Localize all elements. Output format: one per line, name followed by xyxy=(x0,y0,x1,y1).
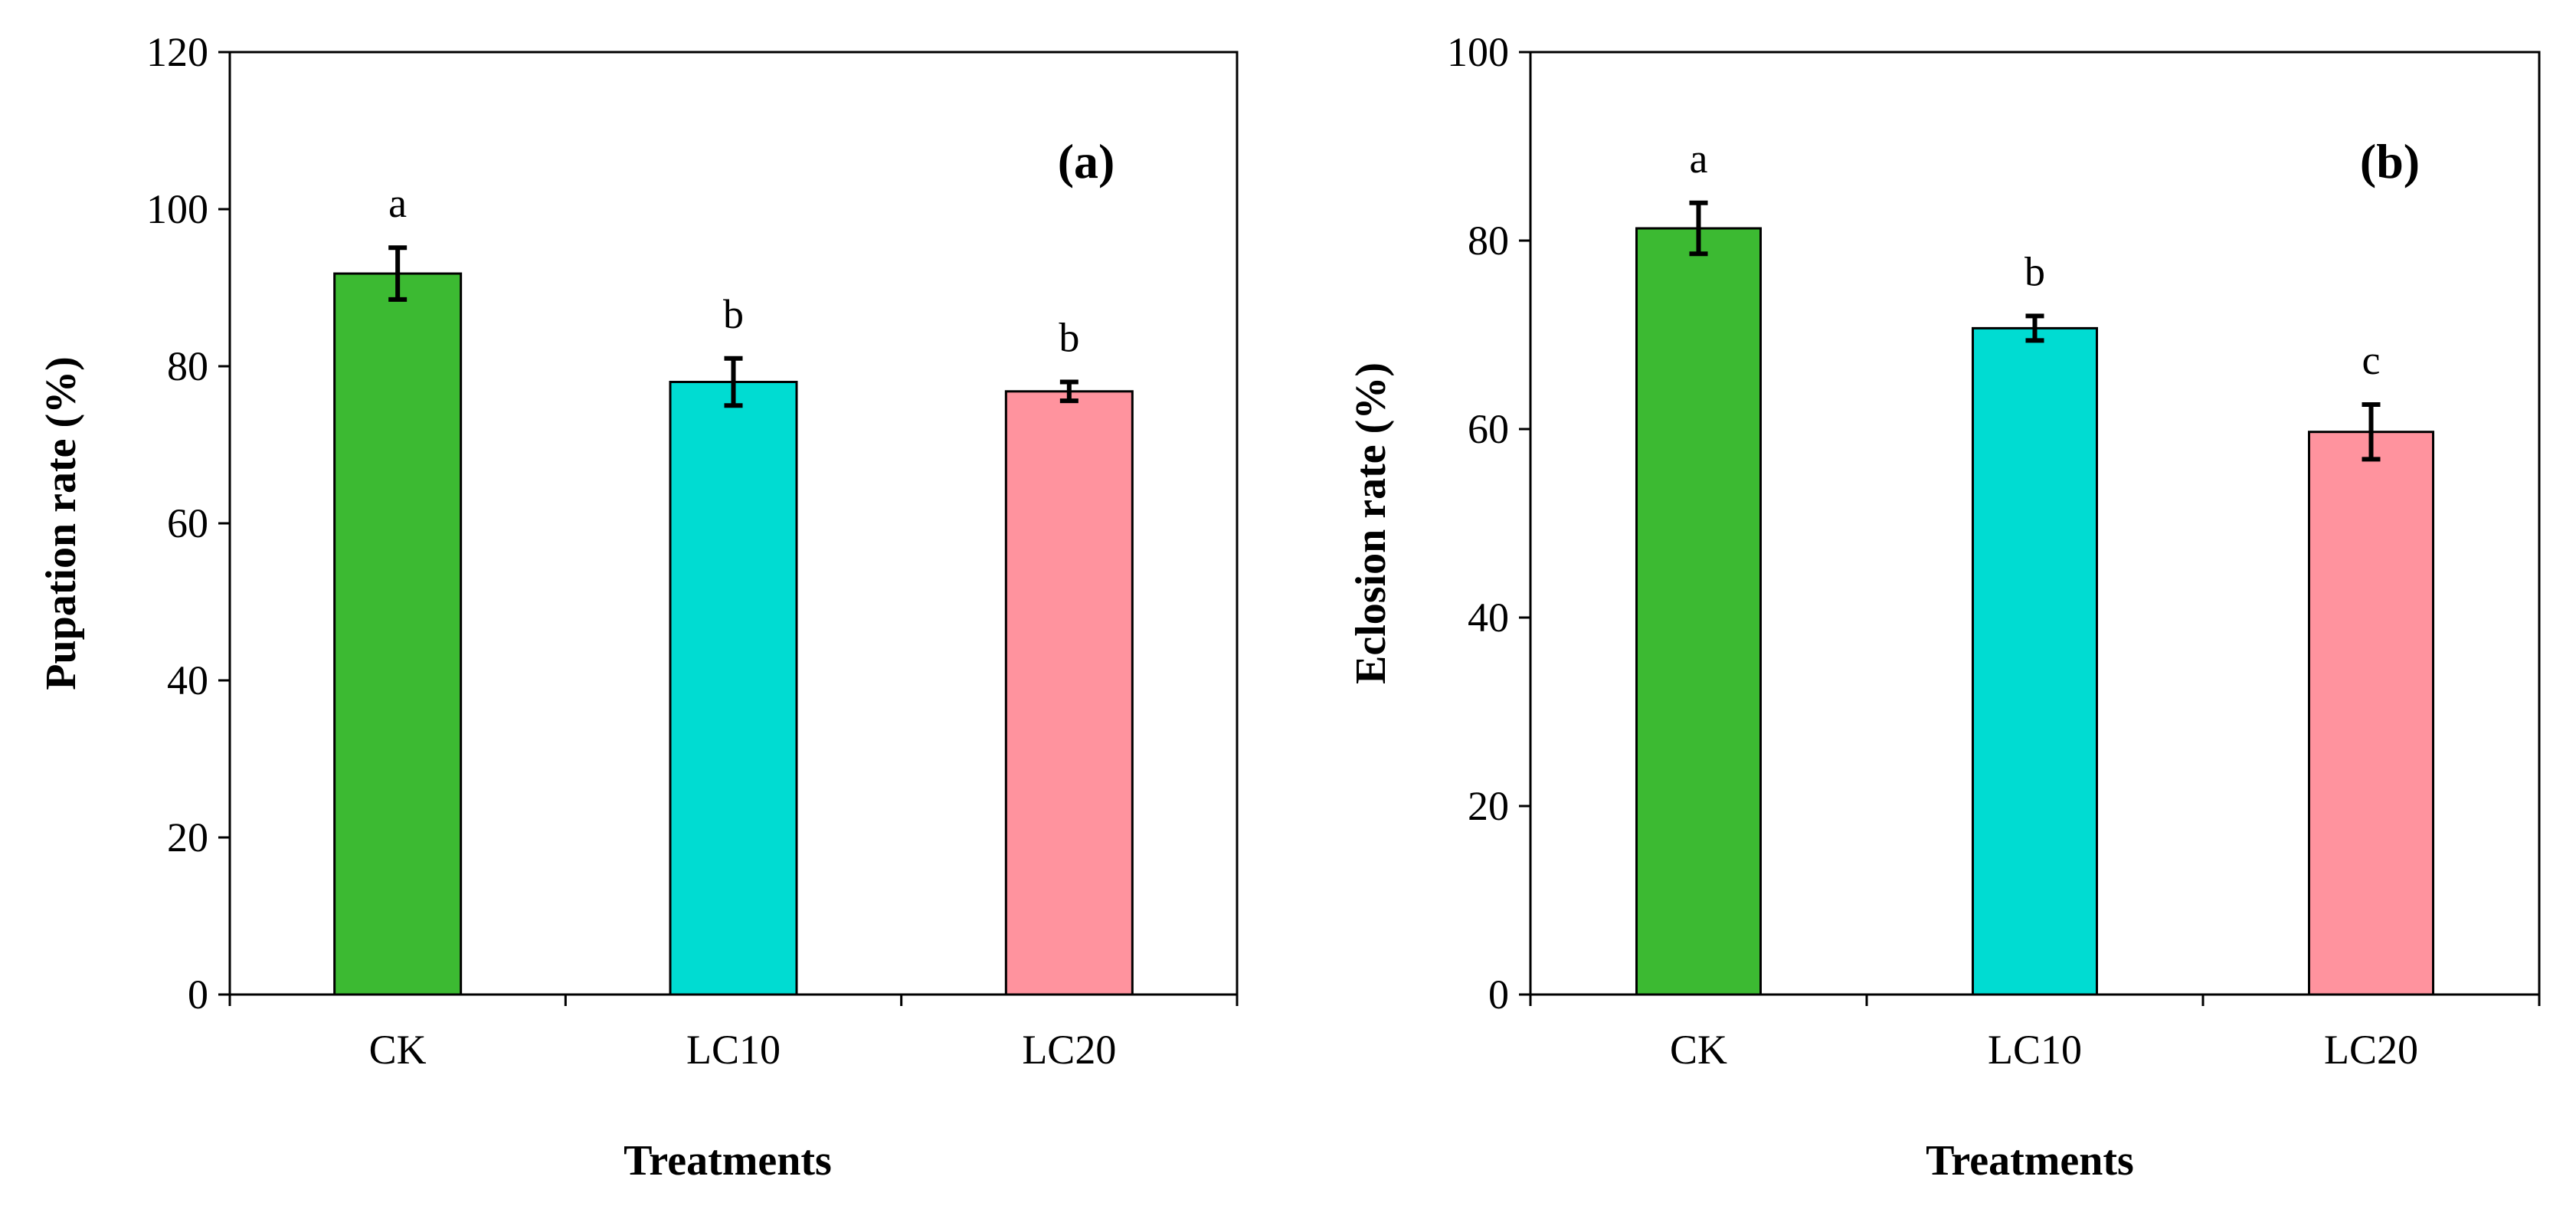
panel-b-x-axis-title: Treatments xyxy=(1926,1137,2134,1185)
panel-b-bar-lc20 xyxy=(2308,431,2434,996)
panel-a-significance-lc10: b xyxy=(723,291,744,337)
panel-b-category-labels: CK LC10 LC20 xyxy=(1670,1027,2418,1073)
panel-b-y-ticks: 0 20 40 60 80 100 xyxy=(1447,29,1530,1018)
panel-a-pupation-chart: 0 20 40 60 80 100 120 a b b CK LC10 LC20 (a) Pupat… xyxy=(38,29,1239,1185)
panel-b-significance-lc20: c xyxy=(2362,337,2381,383)
panel-a-y-tick-label: 80 xyxy=(167,343,208,389)
panel-b-x-ticks xyxy=(1529,995,2541,1006)
panel-b-category-label-lc10: LC10 xyxy=(1988,1027,2082,1073)
panel-b-y-tick-label: 0 xyxy=(1488,972,1509,1018)
panel-b-y-tick-label: 80 xyxy=(1468,218,1509,264)
panel-a-category-label-lc10: LC10 xyxy=(686,1027,781,1073)
panel-b-y-tick-label: 20 xyxy=(1468,783,1509,829)
panel-a-y-axis-title: Pupation rate (%) xyxy=(38,356,85,690)
panel-b-category-label-lc20: LC20 xyxy=(2324,1027,2418,1073)
panel-a-category-labels: CK LC10 LC20 xyxy=(369,1027,1117,1073)
panel-a-significance-lc20: b xyxy=(1059,315,1079,361)
panel-a-y-ticks: 0 20 40 60 80 100 120 xyxy=(146,29,230,1018)
panel-b-category-label-ck: CK xyxy=(1670,1027,1727,1073)
panel-a-y-tick-label: 0 xyxy=(188,972,208,1018)
panel-a-y-tick-label: 60 xyxy=(167,500,208,546)
panel-a-y-tick-label: 100 xyxy=(146,186,208,232)
panel-b-bar-ck xyxy=(1635,227,1762,996)
panel-b-eclosion-chart: 0 20 40 60 80 100 a b c CK LC10 LC20 (b) Eclosion… xyxy=(1347,29,2541,1185)
panel-a-bars xyxy=(333,272,1134,996)
panel-b-y-tick-label: 40 xyxy=(1468,595,1509,641)
panel-a-significance-ck: a xyxy=(388,180,407,226)
panel-a-bar-lc10 xyxy=(669,381,798,996)
panel-b-y-axis-title: Eclosion rate (%) xyxy=(1347,362,1395,684)
panel-b-significance-letters: a b c xyxy=(1690,136,2381,383)
panel-b-tag: (b) xyxy=(2360,134,2420,188)
panel-b-y-tick-label: 60 xyxy=(1468,406,1509,452)
panel-a-category-label-lc20: LC20 xyxy=(1022,1027,1116,1073)
panel-a-category-label-ck: CK xyxy=(369,1027,427,1073)
panel-a-bar-ck xyxy=(333,272,463,996)
panel-a-x-axis-title: Treatments xyxy=(624,1137,832,1185)
panel-a-y-tick-label: 120 xyxy=(146,29,208,75)
panel-b-bars xyxy=(1635,227,2434,996)
panel-a-tag: (a) xyxy=(1058,134,1115,188)
panel-a-bar-lc20 xyxy=(1004,390,1134,996)
panel-a-x-ticks xyxy=(228,995,1239,1006)
panel-b-significance-lc10: b xyxy=(2024,248,2045,294)
panel-a-significance-letters: a b b xyxy=(388,180,1079,360)
panel-a-y-tick-label: 40 xyxy=(167,657,208,703)
panel-a-y-tick-label: 20 xyxy=(167,814,208,860)
panel-b-error-bars xyxy=(1689,200,2381,462)
panel-b-significance-ck: a xyxy=(1690,136,1708,182)
panel-a-error-bars xyxy=(388,245,1079,408)
panel-b-bar-lc10 xyxy=(1972,326,2098,996)
panel-b-y-tick-label: 100 xyxy=(1447,29,1509,75)
